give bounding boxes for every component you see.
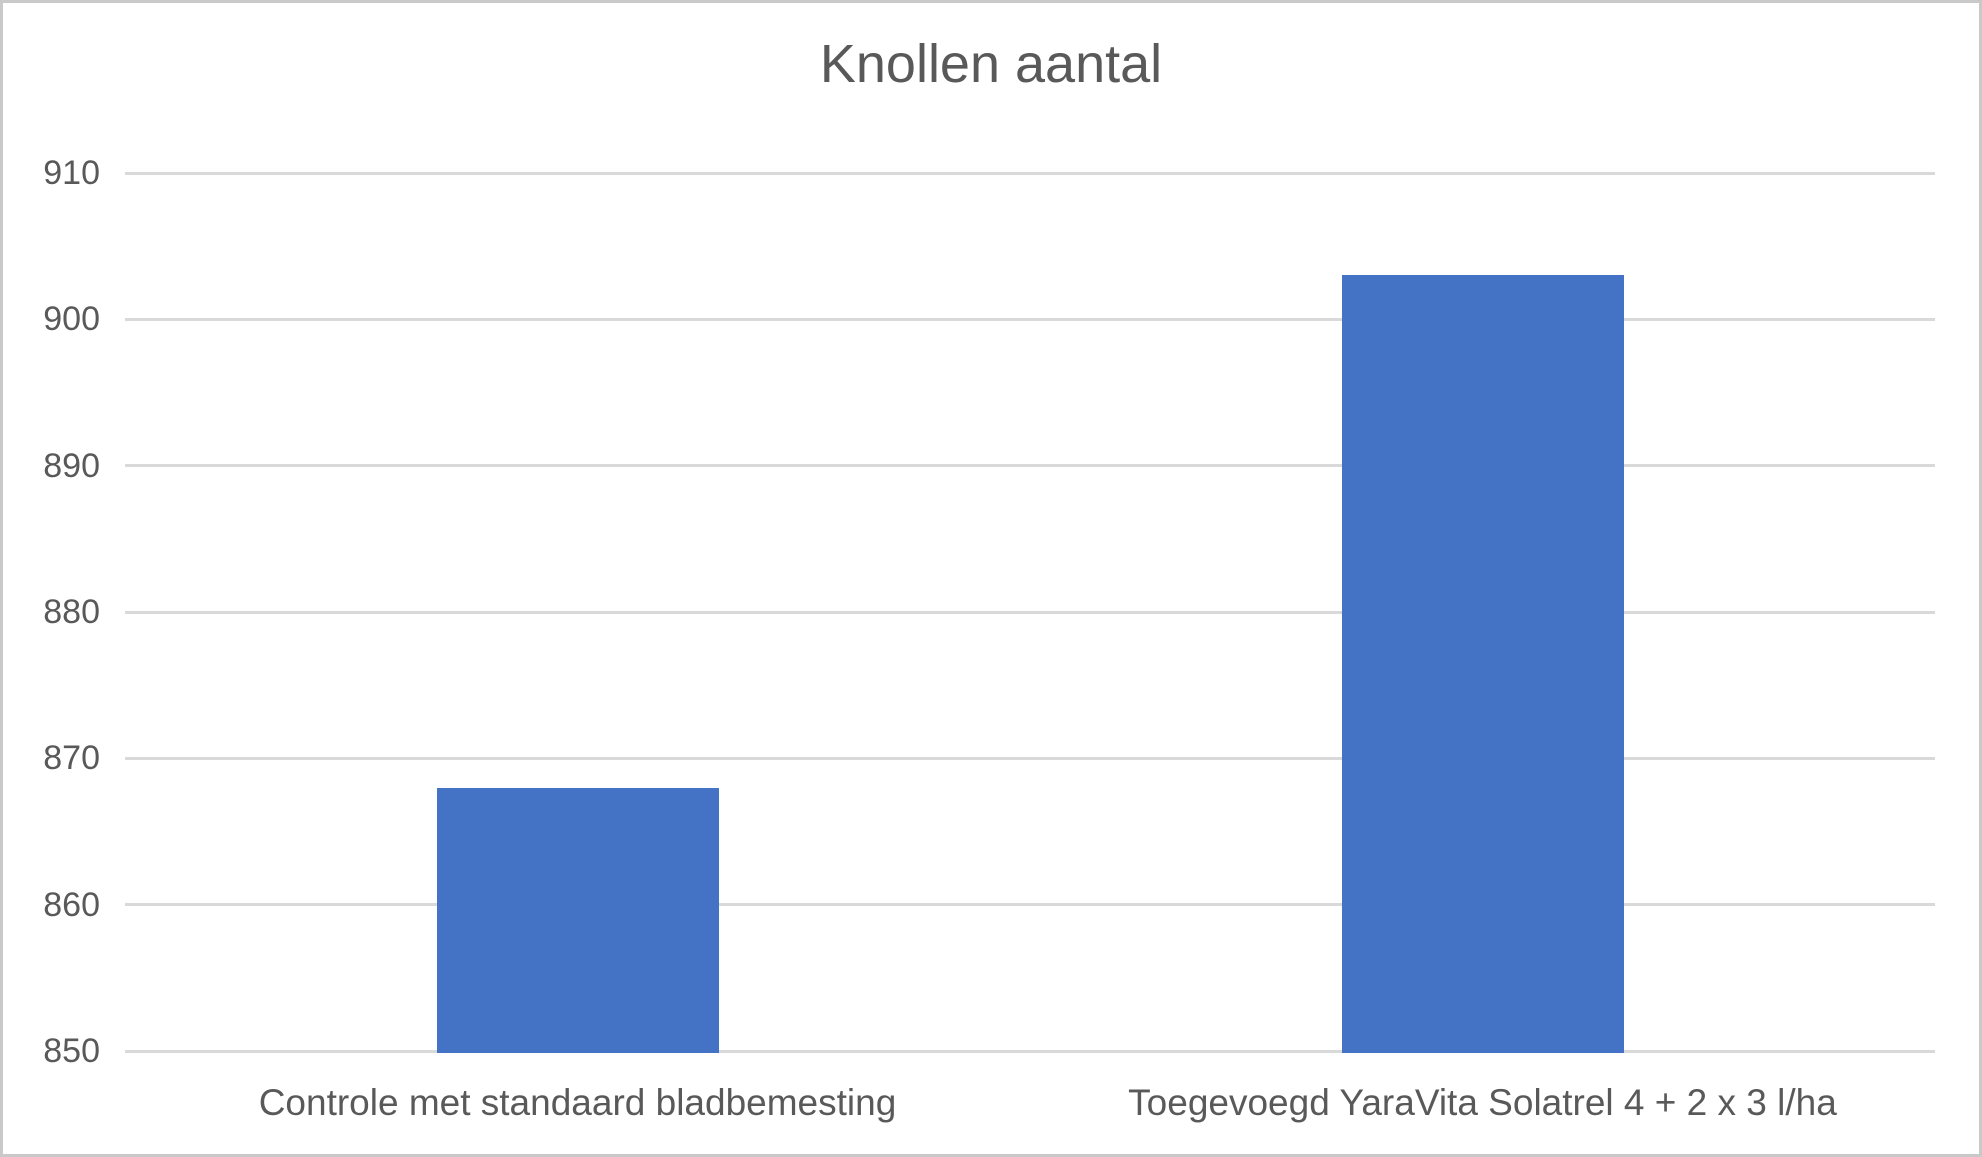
gridline xyxy=(125,171,1935,175)
gridline xyxy=(125,464,1935,468)
y-tick-label: 880 xyxy=(43,593,100,631)
gridline xyxy=(125,317,1935,321)
x-category-label: Controle met standaard bladbemesting xyxy=(258,1082,897,1123)
bar xyxy=(1341,275,1624,1053)
y-tick-label: 860 xyxy=(43,885,100,924)
bar xyxy=(436,787,719,1053)
y-tick-label: 890 xyxy=(43,446,100,485)
plot-area xyxy=(125,171,1935,1053)
gridline xyxy=(125,1049,1935,1053)
gridline xyxy=(125,610,1935,614)
y-tick-label: 850 xyxy=(43,1032,100,1070)
gridline xyxy=(125,903,1935,907)
y-tick-label: 900 xyxy=(43,300,100,339)
y-tick-label: 870 xyxy=(43,739,100,778)
x-category-label: Toegevoegd YaraVita Solatrel 4 + 2 x 3 l… xyxy=(1128,1082,1837,1123)
y-tick-label: 910 xyxy=(43,154,100,192)
gridline xyxy=(125,756,1935,760)
chart-title: Knollen aantal xyxy=(819,34,1163,94)
